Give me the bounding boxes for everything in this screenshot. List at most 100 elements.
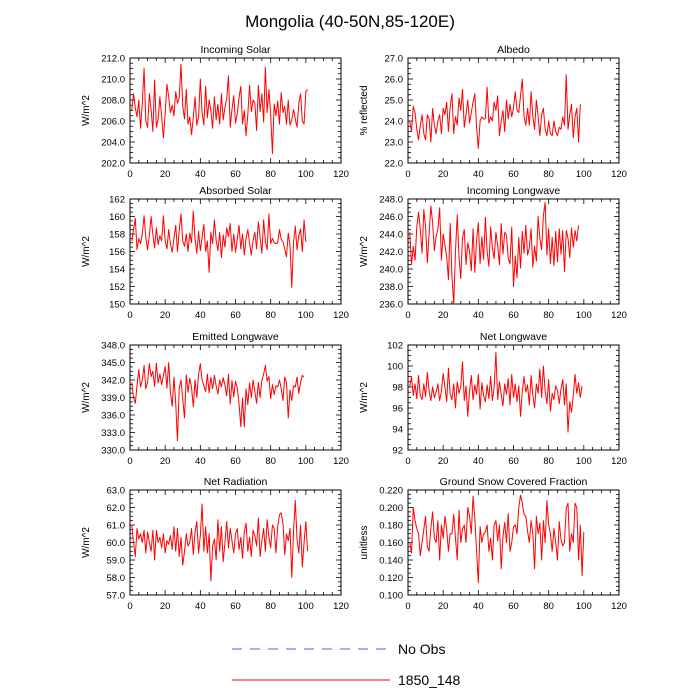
y-tick-label: 152 [109,282,125,293]
panel-title: Incoming Longwave [467,185,561,197]
x-tick-label: 100 [298,601,314,612]
y-tick-label: 96 [392,404,403,415]
y-tick-label: 98 [392,383,403,394]
x-tick-label: 80 [265,456,276,467]
y-axis-label: % reflected [359,85,370,135]
series-line-net-radiation [131,500,309,582]
y-axis-label: W/m^2 [81,95,92,126]
y-axis-label: W/m^2 [81,527,92,558]
y-axis-label: unitless [359,526,370,560]
series-line-net-longwave [409,351,583,433]
x-tick-label: 0 [405,601,410,612]
x-tick-label: 100 [298,456,314,467]
plot-frame [129,344,342,451]
y-tick-label: 100 [387,362,403,373]
legend-label-no-obs: No Obs [398,641,445,657]
x-tick-label: 60 [230,310,241,321]
y-tick-label: 208.0 [101,96,125,107]
y-tick-label: 92 [392,446,403,457]
y-tick-label: 60.0 [107,538,126,549]
panel-net-longwave: Net Longwave W/m^2 0 20 40 60 80 100 120 92 94 96 98… [359,331,627,467]
x-tick-label: 100 [576,601,592,612]
panel-title: Albedo [497,44,530,56]
x-tick-label: 20 [160,601,171,612]
y-tick-label: 156 [109,247,125,258]
panel-title: Absorbed Solar [199,185,272,197]
x-tick-label: 60 [508,310,519,321]
x-tick-label: 120 [611,169,627,180]
x-tick-label: 80 [543,310,554,321]
y-tick-label: 0.120 [379,573,403,584]
panel-incoming-solar: Incoming Solar W/m^2 0 20 40 60 80 100 120 202.0 2… [81,44,349,180]
x-tick-label: 20 [438,169,449,180]
y-tick-label: 23.0 [385,138,404,149]
y-tick-label: 333.0 [101,428,125,439]
y-tick-label: 342.0 [101,376,125,387]
plot-frame [129,489,342,596]
y-tick-label: 244.0 [379,230,403,241]
x-tick-label: 60 [508,169,519,180]
x-tick-label: 60 [230,456,241,467]
y-tick-label: 61.0 [107,521,126,532]
y-tick-label: 0.180 [379,521,403,532]
x-tick-label: 80 [543,456,554,467]
series-line-emitted-longwave [131,362,305,442]
x-tick-label: 40 [195,456,206,467]
y-tick-label: 242.0 [379,247,403,258]
x-tick-label: 20 [438,310,449,321]
y-tick-label: 345.0 [101,358,125,369]
y-tick-label: 158 [109,230,125,241]
panel-absorbed-solar: Absorbed Solar W/m^2 0 20 40 60 80 100 120 150 152… [81,185,349,321]
panel-incoming-longwave: Incoming Longwave W/m^2 0 20 40 60 80 100 120 236… [359,185,627,321]
y-tick-label: 212.0 [101,54,125,65]
y-tick-label: 160 [109,212,125,223]
y-tick-label: 63.0 [107,486,126,497]
x-tick-label: 0 [127,456,132,467]
x-tick-label: 120 [333,456,349,467]
y-axis-label: W/m^2 [359,236,370,267]
y-tick-label: 102 [387,341,403,352]
y-tick-label: 0.140 [379,556,403,567]
y-tick-label: 238.0 [379,282,403,293]
y-tick-label: 62.0 [107,503,126,514]
x-tick-label: 40 [473,601,484,612]
x-tick-label: 20 [438,456,449,467]
figure-title: Mongolia (40-50N,85-120E) [245,12,455,31]
panel-title: Net Radiation [204,476,268,488]
x-tick-label: 40 [195,601,206,612]
y-tick-label: 24.0 [385,117,404,128]
y-tick-label: 58.0 [107,573,126,584]
y-tick-label: 248.0 [379,195,403,206]
x-tick-label: 20 [160,310,171,321]
series-line-absorbed-solar [131,210,307,288]
x-tick-label: 60 [230,601,241,612]
legend-label-1850-148: 1850_148 [398,672,461,688]
y-axis-label: W/m^2 [359,382,370,413]
x-tick-label: 60 [508,456,519,467]
series-line-ground-snow-covered-fraction [409,494,585,584]
x-tick-label: 100 [576,169,592,180]
y-tick-label: 339.0 [101,393,125,404]
y-tick-label: 330.0 [101,446,125,457]
y-tick-label: 210.0 [101,75,125,86]
y-tick-label: 348.0 [101,341,125,352]
y-tick-label: 204.0 [101,138,125,149]
y-tick-label: 246.0 [379,212,403,223]
y-axis-label: W/m^2 [81,382,92,413]
x-tick-label: 100 [298,310,314,321]
y-tick-label: 150 [109,300,125,311]
x-tick-label: 40 [195,310,206,321]
plot-frame [407,489,620,596]
panel-title: Incoming Solar [200,44,271,56]
x-tick-label: 120 [611,601,627,612]
x-tick-label: 0 [405,310,410,321]
x-tick-label: 40 [473,456,484,467]
x-tick-label: 60 [508,601,519,612]
panel-title: Net Longwave [480,331,547,343]
y-tick-label: 236.0 [379,300,403,311]
y-axis-label: W/m^2 [81,236,92,267]
y-tick-label: 162 [109,195,125,206]
y-tick-label: 0.160 [379,538,403,549]
x-tick-label: 120 [333,169,349,180]
